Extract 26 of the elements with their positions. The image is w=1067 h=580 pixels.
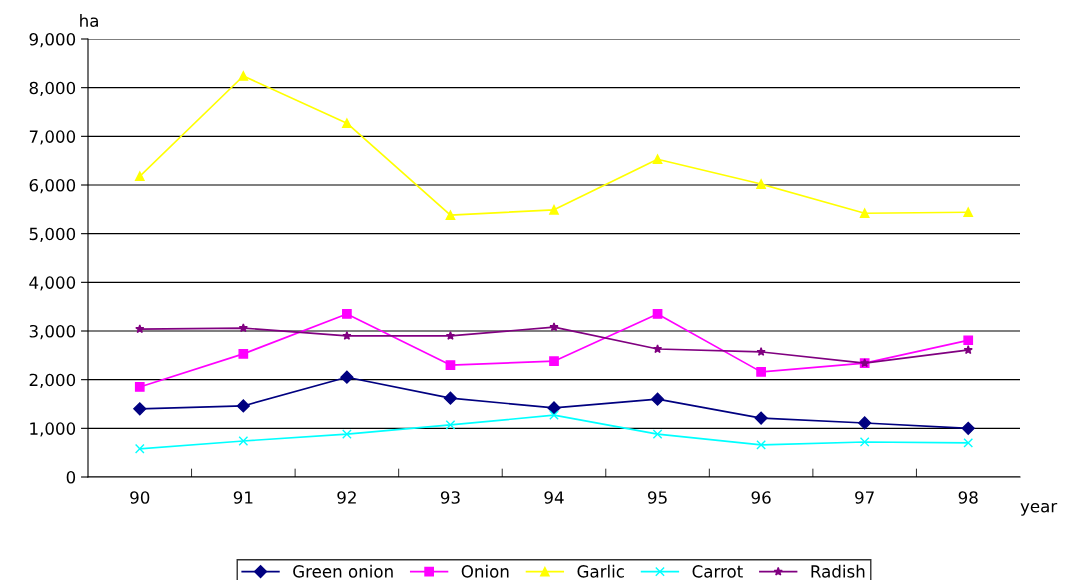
y-tick-label: 0	[66, 470, 76, 484]
x-tick-label: 90	[130, 491, 150, 504]
y-tick-label: 1,000	[30, 422, 76, 437]
y-tick-label: 6,000	[29, 178, 76, 194]
legend-label: Onion	[461, 564, 509, 578]
legend-label: Garlic	[577, 564, 624, 578]
x-tick-label: 94	[544, 491, 564, 504]
y-tick-label: 4,000	[29, 276, 76, 291]
y-tick-label: 7,000	[29, 130, 76, 145]
x-tick-label: 95	[648, 491, 667, 504]
y-tick-label: 8,000	[29, 81, 76, 96]
legend-label: Carrot	[692, 565, 743, 578]
legend-label: Green onion	[293, 564, 393, 578]
y-tick-label: 2,000	[29, 373, 76, 388]
x-tick-label: 92	[337, 491, 356, 504]
x-tick-label: 96	[751, 491, 771, 504]
x-tick-label: 93	[440, 491, 460, 504]
y-axis-title: ha	[80, 14, 98, 28]
y-tick-label: 9,000	[29, 32, 76, 48]
legend-label: Radish	[811, 564, 865, 578]
y-tick-label: 5,000	[29, 227, 76, 242]
x-tick-label: 91	[233, 491, 253, 504]
x-tick-label: 97	[855, 491, 874, 504]
x-axis-title: year	[1020, 502, 1058, 516]
y-tick-label: 3,000	[29, 324, 76, 340]
x-tick-label: 98	[958, 491, 978, 504]
